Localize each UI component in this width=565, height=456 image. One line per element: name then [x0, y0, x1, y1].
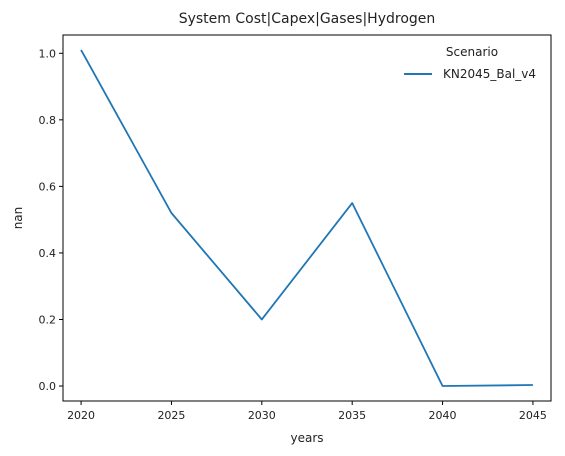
y-tick-label: 0.6: [39, 180, 57, 193]
x-tick-label: 2030: [248, 409, 276, 422]
x-axis: 2020 2025 2030 2035 2040 2045: [67, 401, 547, 422]
y-axis-label: nan: [11, 207, 25, 230]
y-tick-label: 0.8: [39, 114, 57, 127]
x-tick-label: 2035: [338, 409, 366, 422]
legend: Scenario KN2045_Bal_v4: [404, 45, 536, 81]
legend-title: Scenario: [446, 45, 498, 59]
x-tick-label: 2040: [429, 409, 457, 422]
x-tick-label: 2045: [519, 409, 547, 422]
y-axis: 0.0 0.2 0.4 0.6 0.8 1.0: [39, 47, 63, 393]
x-tick-label: 2025: [157, 409, 185, 422]
plot-area-frame: [62, 34, 552, 402]
y-tick-label: 0.2: [39, 313, 57, 326]
y-tick-label: 0.0: [39, 380, 57, 393]
x-axis-label: years: [290, 431, 323, 445]
x-tick-label: 2020: [67, 409, 95, 422]
legend-label-kn2045-bal-v4: KN2045_Bal_v4: [443, 67, 536, 81]
y-tick-label: 1.0: [39, 47, 57, 60]
y-tick-label: 0.4: [39, 247, 57, 260]
series-line-kn2045-bal-v4: [80, 49, 533, 387]
series-layer: [80, 49, 533, 387]
chart-title: System Cost|Capex|Gases|Hydrogen: [179, 11, 436, 27]
